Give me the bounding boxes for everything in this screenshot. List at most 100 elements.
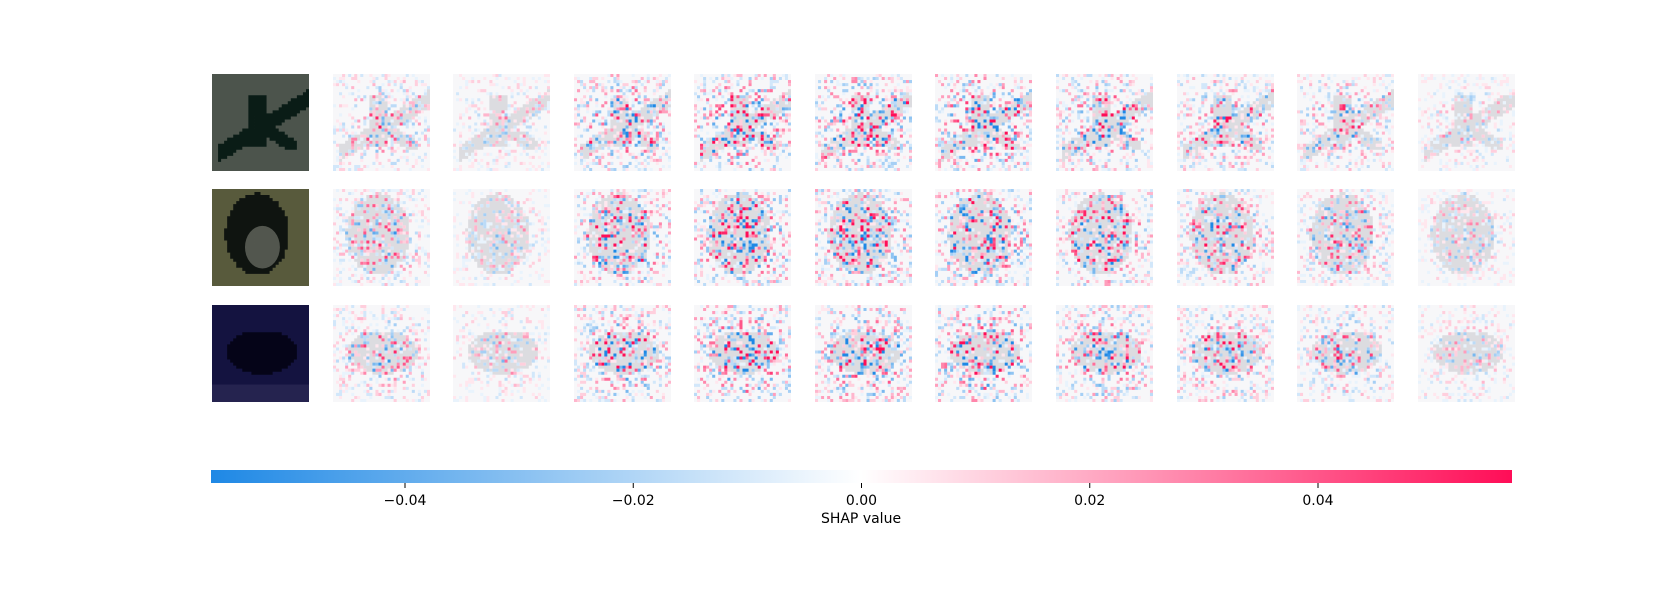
shap-negative-pixels [501,356,511,363]
shap-positive-pixels [1204,335,1241,369]
shap-negative-pixels [694,192,788,286]
shap-negative-pixels [462,204,547,286]
shap-negative-pixels [1065,80,1147,162]
colorbar: −0.04 −0.02 0.00 0.02 0.04 SHAP value [211,470,1512,527]
shap-positive-pixels [477,335,538,372]
shap-negative-pixels [468,201,535,271]
shap-negative-pixels [495,231,511,250]
shap-negative-pixels [815,189,903,286]
shap-positive-pixels [1059,195,1153,286]
shap-heatmap-panel [935,305,1032,402]
shap-positive-pixels [815,189,912,283]
shap-positive-pixels [393,350,397,354]
shap-positive-pixels [1433,204,1491,271]
shap-ghost-silhouette [950,332,1020,375]
shap-positive-pixels [375,116,379,120]
shap-positive-pixels [1297,305,1394,402]
shap-positive-pixels [1065,323,1144,390]
shap-positive-pixels [712,204,758,262]
colorbar-gradient [211,470,1512,483]
shap-positive-pixels [821,77,909,168]
shap-positive-pixels [574,192,671,286]
shap-positive-pixels [1177,74,1271,171]
shap-ghost-silhouette [1430,195,1494,274]
shap-positive-pixels [604,317,656,381]
shap-negative-pixels [1216,95,1268,147]
shap-negative-pixels [619,344,647,357]
shap-negative-pixels [1077,207,1126,256]
shap-positive-pixels [1213,338,1256,363]
shap-heatmap-panel [453,189,550,286]
shap-ghost-silhouette [706,192,770,274]
shap-positive-pixels [815,305,912,402]
shap-negative-pixels [333,308,430,402]
shap-positive-pixels [1216,116,1232,144]
shap-ghost-silhouette [821,92,912,159]
shap-heatmap-panel [1297,74,1394,171]
shap-negative-pixels [393,222,397,226]
shap-negative-pixels [724,101,761,141]
shap-heatmap-panel [935,74,1032,171]
shap-negative-pixels [1418,74,1515,171]
shap-heatmap-panel [574,189,671,286]
shap-negative-pixels [815,74,912,168]
shap-positive-pixels [935,305,1032,402]
shap-negative-pixels [815,74,912,171]
shap-negative-pixels [968,320,1020,390]
shap-positive-pixels [935,189,1032,286]
shap-positive-pixels [1074,195,1138,283]
shap-negative-pixels [986,329,1011,387]
shap-negative-pixels [1210,219,1235,247]
shap-negative-pixels [378,359,391,366]
shap-negative-pixels [860,332,888,375]
shap-negative-pixels [986,98,1017,114]
shap-heatmap-panel [815,305,912,402]
shap-heatmap-panel [1177,189,1274,286]
shap-positive-pixels [821,305,912,402]
shap-positive-pixels [815,74,912,171]
shap-positive-pixels [474,210,523,268]
shap-positive-pixels [1192,201,1262,274]
shap-negative-pixels [694,189,791,283]
shap-heatmap-panel [1418,189,1515,286]
shap-ghost-silhouette [586,192,650,274]
shap-negative-pixels [950,207,1011,274]
shap-positive-pixels [574,74,671,171]
shap-negative-pixels [1345,225,1358,241]
shap-ghost-silhouette [827,192,891,274]
shap-heatmap-panel [1418,305,1515,402]
shap-negative-pixels [815,305,912,402]
shap-heatmap-panel [1418,74,1515,171]
shap-ghost-silhouette [345,192,409,274]
shap-heatmap-panel [1177,305,1274,402]
shap-positive-pixels [468,98,544,153]
shap-heatmap-panel [333,305,430,402]
shap-negative-pixels [818,189,912,286]
shap-negative-pixels [1430,192,1515,274]
shap-negative-pixels [1089,332,1120,375]
shap-positive-pixels [378,125,382,129]
shap-positive-pixels [953,198,1005,259]
shap-negative-pixels [1074,207,1123,265]
shap-positive-pixels [1315,92,1370,150]
shap-negative-pixels [453,305,550,402]
shap-positive-pixels [495,332,514,375]
shap-negative-pixels [1433,198,1500,271]
shap-heatmap-panel [694,305,791,402]
original-image-highlight [244,225,280,269]
shap-negative-pixels [1300,80,1394,168]
shap-ghost-silhouette [580,89,671,159]
shap-negative-pixels [574,77,665,171]
shap-positive-pixels [592,347,626,357]
shap-positive-pixels [580,89,668,156]
shap-positive-pixels [498,341,511,363]
shap-ghost-silhouette [1071,332,1141,375]
shap-ghost-silhouette [1068,192,1132,274]
shap-negative-pixels [1198,231,1223,253]
shap-ghost-silhouette [709,332,779,375]
shap-negative-pixels [1445,128,1470,141]
shap-ghost-silhouette [947,192,1011,274]
shap-heatmap-panel [333,74,430,171]
shap-positive-pixels [944,317,1023,384]
shap-negative-pixels [1318,335,1373,369]
